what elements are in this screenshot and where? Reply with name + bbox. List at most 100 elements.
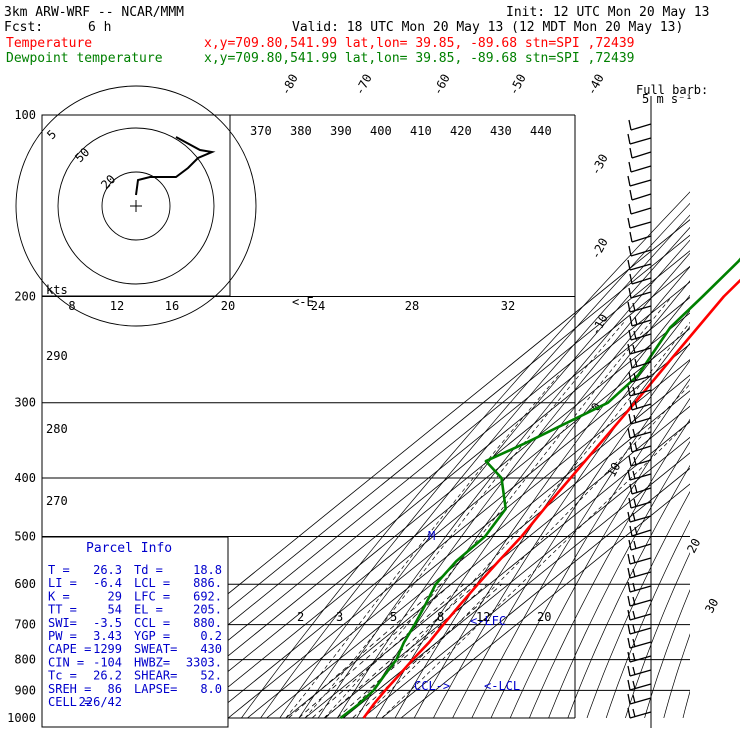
wind-barb-flag: [628, 245, 632, 257]
hodograph-ring: [101, 171, 171, 241]
hodograph-speed-label: 24: [311, 299, 325, 313]
wind-barb: [627, 581, 652, 593]
wind-barb-flag: [634, 316, 638, 326]
wind-barb-flag: [632, 344, 636, 354]
theta-label: 410: [410, 124, 432, 138]
wind-barb-flag: [632, 610, 636, 620]
wind-barb-staff: [631, 151, 652, 159]
wind-barb-flag: [634, 358, 638, 368]
parcel-info-cell: LCL =: [134, 576, 170, 590]
wind-barb-staff: [629, 137, 652, 145]
parcel-info-cell: T =: [48, 563, 70, 577]
wind-barb: [628, 539, 652, 551]
wind-barb: [629, 315, 652, 327]
parcel-info-cell: LFC =: [134, 589, 170, 603]
hodograph-ring: [15, 85, 257, 327]
wind-barb-flag: [627, 301, 631, 313]
theta-label: 430: [490, 124, 512, 138]
full-barb-value: 5 m s⁻¹: [642, 92, 693, 106]
dry-adiabat: [529, 418, 690, 718]
dry-adiabat: [625, 552, 690, 718]
isotherm-line: [343, 436, 690, 718]
wind-barb: [627, 301, 652, 313]
wind-barb-staff: [629, 669, 652, 677]
isotherm-line: [189, 312, 690, 718]
hodograph-ring-label: 5: [44, 127, 59, 142]
wind-barb-staff: [629, 515, 652, 523]
isotherm-label: 10: [604, 460, 623, 479]
wind-barb-flag: [633, 414, 637, 424]
dry-adiabat: [452, 342, 690, 718]
hodograph-speed-label: 32: [501, 299, 515, 313]
parcel-info-cell: SREH =: [48, 682, 91, 696]
wind-barb-flag: [627, 217, 631, 229]
wind-barb-flag: [632, 428, 636, 438]
wind-barb-flag: [629, 231, 633, 243]
forecast-label: Fcst:: [4, 20, 43, 35]
wind-barb-staff: [629, 305, 652, 313]
mixing-ratio-label: 5: [390, 610, 397, 624]
wind-barb-staff: [629, 599, 652, 607]
wind-barb-flag: [632, 386, 636, 396]
wind-barb-flag: [632, 512, 636, 522]
hodograph-ew-label: <-E: [292, 295, 314, 309]
wind-barb-flag: [632, 596, 636, 606]
wind-barb-flag: [627, 469, 631, 481]
parcel-info-cell: SWI=: [48, 616, 77, 630]
wind-barb-staff: [629, 431, 652, 439]
dry-adiabat: [394, 294, 690, 718]
hodograph-speed-label: 28: [405, 299, 419, 313]
wind-barb-flag: [633, 498, 637, 508]
parcel-info-cell: 692.: [193, 589, 222, 603]
wind-barb-staff: [631, 235, 652, 243]
theta-label: 380: [290, 124, 312, 138]
wind-barb-staff: [629, 221, 652, 229]
wind-barb-flag: [627, 707, 631, 719]
wind-barb: [628, 287, 652, 299]
wind-barb-flag: [629, 273, 633, 285]
wind-barb-flag: [627, 679, 631, 691]
mixing-ratio-line: [352, 583, 503, 718]
hodograph-ring-label: 20: [98, 172, 118, 192]
wind-barb-flag: [632, 554, 636, 564]
wind-barb-flag: [627, 385, 631, 397]
parcel-info-title: Parcel Info: [86, 541, 172, 556]
pressure-label: 300: [14, 396, 36, 410]
wind-barb-flag: [627, 343, 631, 355]
parcel-info-cell: 29: [108, 589, 122, 603]
wind-barb-flag: [629, 357, 633, 369]
isotherm-label: 20: [684, 536, 703, 555]
dry-adiabat: [375, 280, 690, 718]
parcel-info-cell: -6.4: [93, 576, 122, 590]
hodograph-frame: [41, 114, 231, 297]
wind-barb-flag: [634, 484, 638, 494]
wind-barb-staff: [630, 291, 652, 299]
hodograph-ring: [57, 127, 215, 285]
isotherm-line: [266, 374, 690, 718]
wind-barb-staff: [631, 193, 652, 201]
isotherm-line: [304, 405, 690, 718]
wind-barb-staff: [629, 613, 652, 621]
parcel-info-cell: LI =: [48, 576, 77, 590]
pressure-label: 900: [14, 683, 36, 697]
wind-barb-staff: [630, 249, 652, 257]
hodograph-units: kts: [46, 283, 68, 297]
valid-time: Valid: 18 UTC Mon 20 May 13 (12 MDT Mon …: [292, 20, 683, 35]
moist-adiabat: [285, 374, 560, 718]
parcel-info-cell: 226/42: [79, 695, 122, 709]
wind-barb: [628, 161, 652, 173]
wind-barb-staff: [631, 319, 652, 327]
wind-barb-flag: [632, 708, 636, 718]
parcel-info-cell: CIN =: [48, 655, 84, 669]
hodograph-speed-label: 12: [110, 299, 124, 313]
wind-barb: [628, 203, 652, 215]
wind-barb: [629, 525, 652, 537]
pressure-label: 700: [14, 618, 36, 632]
wind-barb: [627, 567, 652, 579]
isotherm-line: [381, 467, 690, 718]
wind-barb-staff: [630, 333, 652, 341]
parcel-info-cell: Td =: [134, 563, 163, 577]
wind-barb-flag: [632, 638, 636, 648]
wind-barb-flag: [628, 287, 632, 299]
